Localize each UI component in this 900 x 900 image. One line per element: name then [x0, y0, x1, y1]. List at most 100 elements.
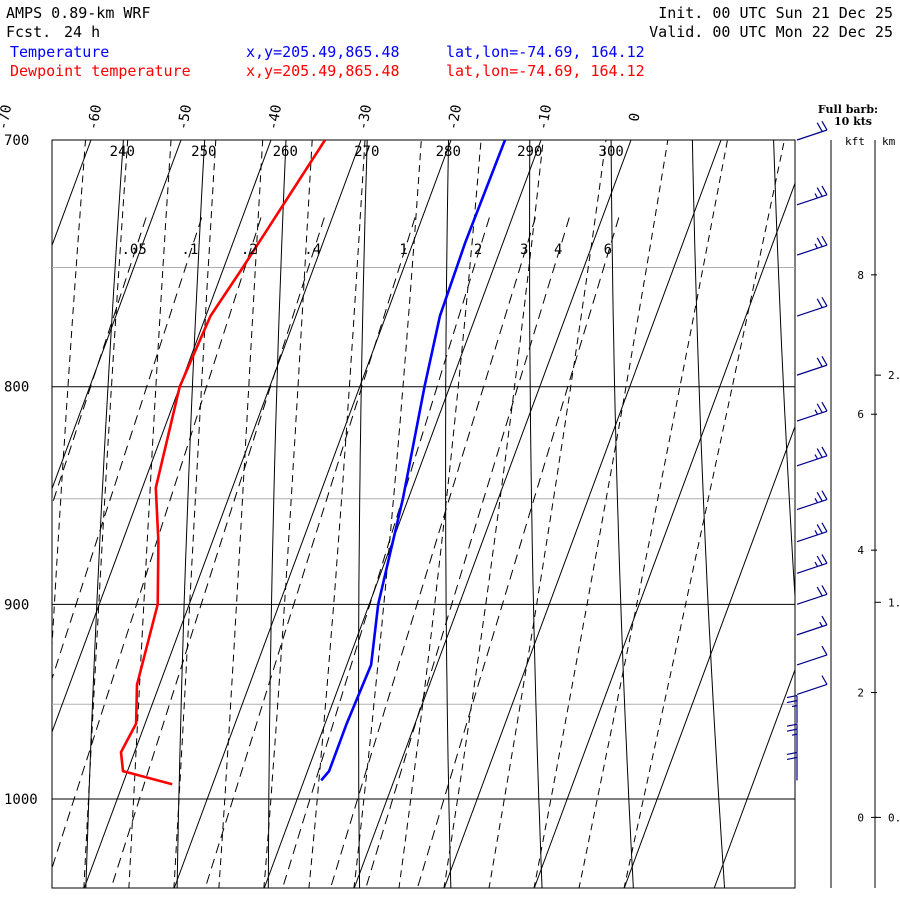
isotherm-line — [0, 140, 1, 888]
kft-tick-label: 8 — [857, 269, 864, 282]
dry-adiabat-label: 300 — [599, 144, 624, 160]
wind-barb-shaft — [796, 244, 828, 256]
wind-barb-feather — [821, 355, 828, 366]
wind-barb-feather — [786, 699, 798, 704]
wind-barb-shaft — [796, 562, 828, 574]
dry-adiabat-label: 290 — [517, 144, 542, 160]
isotherm-line — [623, 425, 795, 888]
wind-legend-line2: 10 kts — [834, 115, 872, 128]
km-tick-label: 0. — [888, 811, 900, 824]
moist-adiabat — [173, 140, 217, 888]
model-title: AMPS 0.89-km WRF — [6, 4, 151, 22]
dry-adiabat — [267, 140, 287, 888]
kft-tick-label: 0 — [857, 811, 864, 824]
wind-barb-feather — [816, 237, 823, 247]
wind-barb-feather — [821, 235, 828, 246]
wind-barb-half-feather — [819, 621, 823, 627]
kft-tick-label: 4 — [857, 544, 864, 557]
dewpoint-profile-line — [119, 140, 327, 786]
kft-unit-label: kft — [845, 135, 865, 148]
wind-barb-feather — [816, 298, 823, 308]
moist-adiabat — [128, 140, 172, 888]
forecast-label: Fcst. — [6, 23, 51, 41]
wind-barb-half-feather — [814, 530, 819, 536]
moist-adiabat — [353, 140, 422, 888]
km-tick-label: 2. — [888, 369, 900, 382]
isotherm-label: 0 — [626, 112, 643, 123]
dry-adiabat — [445, 140, 452, 888]
dry-adiabat — [85, 140, 124, 888]
mixing-ratio-line — [365, 217, 570, 888]
wind-barb-half-feather — [814, 409, 819, 415]
dry-adiabat — [853, 86, 900, 900]
isotherm-line — [83, 140, 362, 888]
mixing-ratio-label: .2 — [241, 242, 258, 258]
kft-tick-label: 2 — [857, 687, 864, 700]
isotherm-line — [52, 140, 182, 491]
axis-labels: 700 800 900 1000 -70 -60 -50 -40 -30 -20 -10 0 240 25… — [0, 103, 644, 808]
wind-barb-feather — [816, 555, 823, 566]
wind-barb-feather — [786, 694, 798, 699]
legend-dewpoint-label: Dewpoint temperature — [10, 62, 191, 80]
mixing-ratio-label: 3 — [520, 242, 528, 258]
dry-adiabat — [691, 140, 726, 888]
profile-series — [119, 140, 507, 786]
mixing-ratio-label: .05 — [121, 242, 146, 258]
dry-adiabat — [773, 140, 795, 605]
wind-barb-feather — [816, 403, 823, 413]
pressure-tick-label: 800 — [4, 380, 29, 396]
init-time: Init. 00 UTC Sun 21 Dec 25 — [658, 4, 893, 22]
dry-adiabat-label: 260 — [273, 144, 298, 160]
legend-dewpoint-latlon: lat,lon=-74.69, 164.12 — [446, 62, 645, 80]
wind-barb-half-feather — [791, 704, 798, 708]
wind-barb-feather — [816, 122, 823, 132]
valid-time: Valid. 00 UTC Mon 22 Dec 25 — [649, 23, 893, 41]
moist-adiabat — [398, 140, 482, 888]
mixing-ratio-label: 1 — [399, 242, 407, 258]
isotherm-label: -10 — [535, 103, 555, 131]
isotherm-label: -50 — [175, 103, 195, 131]
wind-barb-shaft — [796, 593, 828, 605]
km-unit-label: km — [882, 135, 896, 148]
wind-barb-feather — [786, 723, 798, 727]
wind-barb-feather — [821, 490, 828, 500]
wind-barb-feather — [786, 756, 798, 761]
mixing-ratio-line — [282, 217, 490, 888]
dry-adiabat-label: 240 — [110, 144, 135, 160]
isotherm-line — [443, 140, 722, 888]
moist-adiabat — [623, 140, 785, 888]
dry-adiabat-label: 280 — [436, 144, 461, 160]
wind-barb-half-feather — [814, 498, 819, 504]
moist-adiabat — [52, 140, 87, 656]
forecast-hours: 24 h — [64, 23, 100, 41]
isotherm-label: -70 — [0, 103, 15, 131]
dry-adiabat-label: 270 — [354, 144, 379, 160]
dry-adiabat — [176, 140, 206, 888]
wind-barb-half-feather — [814, 454, 819, 460]
height-axis: 0 2 4 6 8 0. 1. 2. — [830, 140, 900, 888]
isotherm-label: -30 — [355, 103, 375, 131]
isotherm-label: -60 — [85, 103, 105, 131]
wind-barb-feather — [816, 524, 823, 534]
mixing-ratio-line — [110, 217, 325, 888]
legend-temperature-xy: x,y=205.49,865.48 — [246, 43, 400, 61]
wind-barb-feather — [821, 615, 828, 626]
wind-barb-feather — [821, 120, 828, 131]
wind-barb-feather — [816, 586, 823, 597]
wind-barb-shaft — [796, 654, 828, 666]
moist-adiabat — [533, 140, 669, 888]
dry-adiabat-label: 250 — [191, 144, 216, 160]
km-tick-label: 1. — [888, 596, 900, 609]
background-grid — [51, 139, 796, 889]
moist-adiabat — [488, 140, 607, 888]
wind-barb-feather — [821, 675, 828, 685]
wind-barb-shaft — [796, 624, 828, 636]
wind-barbs — [786, 120, 828, 781]
wind-barb-shaft — [796, 498, 828, 511]
isotherm-label: -20 — [445, 103, 465, 131]
legend-temperature-label: Temperature — [10, 43, 109, 61]
mixing-ratio-lines — [52, 217, 620, 888]
legend-temperature-latlon: lat,lon=-74.69, 164.12 — [446, 43, 645, 61]
wind-barb-feather — [786, 728, 798, 732]
